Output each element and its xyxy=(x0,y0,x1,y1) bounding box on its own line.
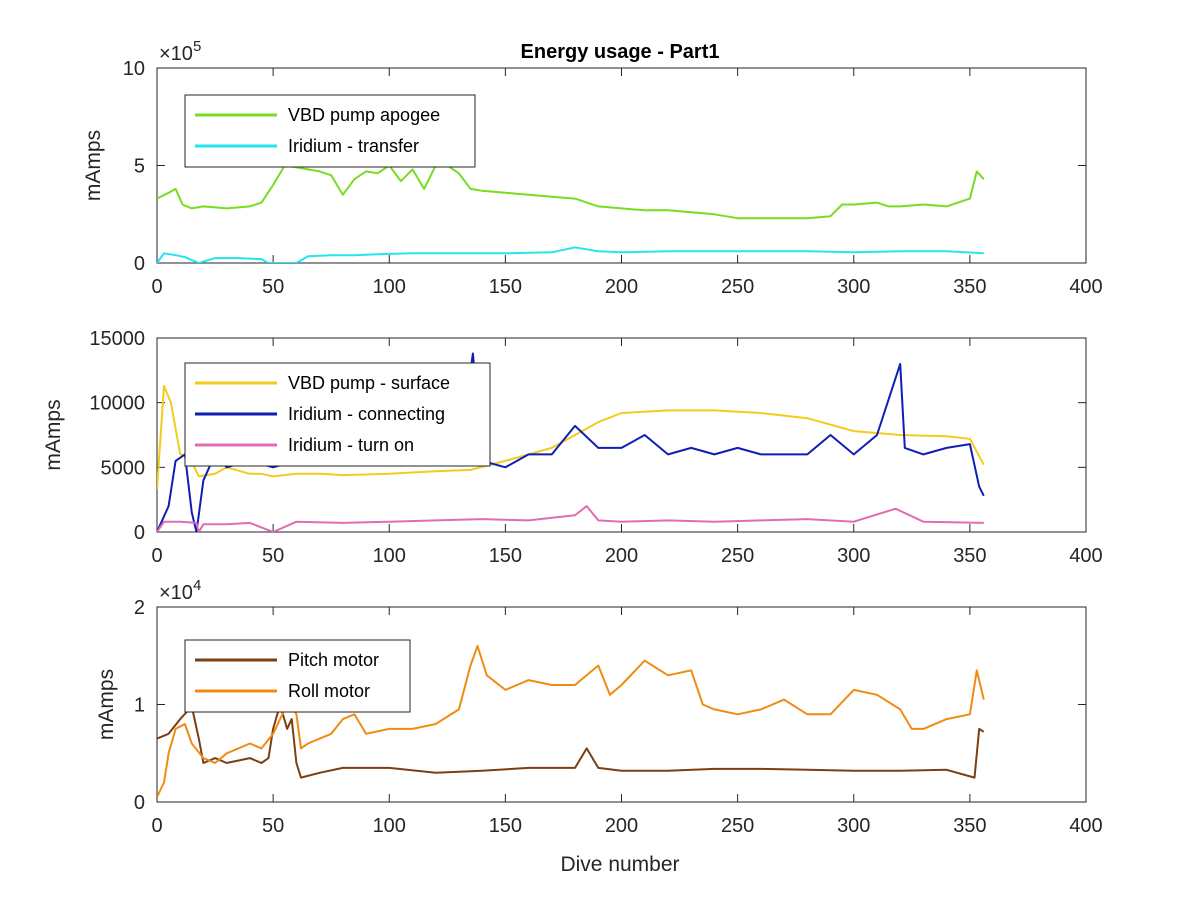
x-tick-label: 400 xyxy=(1069,276,1102,298)
x-tick-label: 300 xyxy=(837,276,870,298)
y-tick-label: 0 xyxy=(134,522,145,544)
x-tick-label: 100 xyxy=(373,815,406,837)
y-tick-label: 10 xyxy=(123,58,145,80)
legend-entry-label: Iridium - turn on xyxy=(288,435,414,455)
legend-box xyxy=(184,94,476,168)
legend-entry-label: VBD pump apogee xyxy=(288,105,440,125)
x-tick-label: 200 xyxy=(605,545,638,567)
y-tick-label: 5 xyxy=(134,156,145,178)
x-axis-label: Dive number xyxy=(560,853,679,876)
x-tick-label: 0 xyxy=(151,276,162,298)
plot-panel-bottom: 0 50 100 150 200 250 300 350 400012×104mAmpsPitc… xyxy=(95,577,1103,837)
x-tick-label: 100 xyxy=(373,545,406,567)
y-tick-label: 10000 xyxy=(89,393,145,415)
y-axis-label: mAmps xyxy=(42,399,65,470)
y-axis-label: mAmps xyxy=(82,130,105,201)
x-tick-label: 350 xyxy=(953,545,986,567)
plot-panel-middle: 0 50 100 150 200 250 300 350 400 0 5000 10000 15000 m… xyxy=(42,328,1103,567)
y-tick-label: 1 xyxy=(134,695,145,717)
x-tick-label: 150 xyxy=(489,815,522,837)
y-tick-label: 0 xyxy=(134,253,145,275)
y-axis-multiplier-exponent: 4 xyxy=(193,577,201,594)
y-axis-multiplier-exponent: 5 xyxy=(193,38,201,55)
x-tick-label: 50 xyxy=(262,545,284,567)
series-line-vbd-pump-surface xyxy=(157,384,985,490)
legend-entry-label: Roll motor xyxy=(288,681,370,701)
legend-box xyxy=(184,639,411,713)
plot-panel-top: 0 50 100 150 200 250 300 350 400 0 5 10 ×105 mAmps VBD… xyxy=(82,38,1103,298)
legend-entry-label: VBD pump - surface xyxy=(288,373,450,393)
x-tick-label: 0 xyxy=(151,815,162,837)
y-axis-multiplier: ×105 xyxy=(159,38,201,65)
legend-entry-label: Pitch motor xyxy=(288,650,379,670)
x-tick-label: 200 xyxy=(605,276,638,298)
series-line-iridium-transfer xyxy=(157,246,984,263)
x-tick-label: 50 xyxy=(262,276,284,298)
y-tick-label: 2 xyxy=(134,597,145,619)
y-tick-label: 15000 xyxy=(89,328,145,350)
x-tick-label: 200 xyxy=(605,815,638,837)
x-tick-label: 250 xyxy=(721,545,754,567)
series-line-iridium-turn-on xyxy=(157,505,984,532)
x-tick-label: 300 xyxy=(837,815,870,837)
x-tick-label: 350 xyxy=(953,815,986,837)
x-tick-label: 250 xyxy=(721,276,754,298)
series-line-roll-motor xyxy=(157,645,985,798)
x-tick-label: 50 xyxy=(262,815,284,837)
x-tick-label: 150 xyxy=(489,276,522,298)
series-line-pitch-motor xyxy=(157,703,985,779)
y-axis-label: mAmps xyxy=(95,669,118,740)
x-tick-label: 250 xyxy=(721,815,754,837)
series-line-vbd-pump-apogee xyxy=(157,164,985,220)
y-tick-label: 5000 xyxy=(101,457,146,479)
legend-entry-label: Iridium - transfer xyxy=(288,136,419,156)
x-tick-label: 150 xyxy=(489,545,522,567)
legend-entry-label: Iridium - connecting xyxy=(288,404,445,424)
x-tick-label: 100 xyxy=(373,276,406,298)
x-tick-label: 300 xyxy=(837,545,870,567)
x-tick-label: 350 xyxy=(953,276,986,298)
x-tick-label: 400 xyxy=(1069,815,1102,837)
x-tick-label: 400 xyxy=(1069,545,1102,567)
figure-title: Energy usage - Part1 xyxy=(521,41,720,63)
y-tick-label: 0 xyxy=(134,792,145,814)
x-tick-label: 0 xyxy=(151,545,162,567)
